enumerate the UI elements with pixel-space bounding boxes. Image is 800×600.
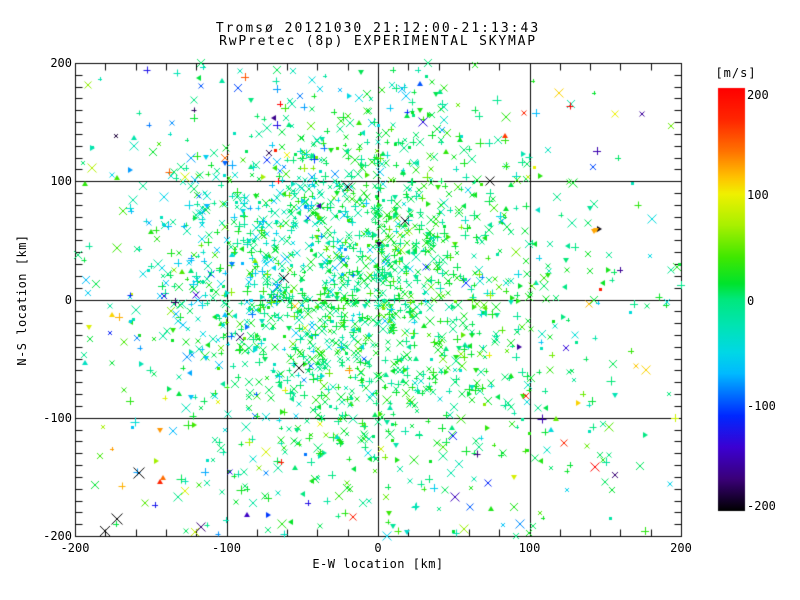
colorbar-tick-label: -200 <box>747 499 776 513</box>
colorbar-tick-label: 200 <box>747 88 769 102</box>
y-tick-label: 200 <box>50 56 72 70</box>
colorbar-unit-label: [m/s] <box>715 66 757 80</box>
x-tick-label: 100 <box>518 541 541 555</box>
x-tick-label: 0 <box>374 541 382 555</box>
y-tick-label: 100 <box>50 174 72 189</box>
colorbar-tick-label: 0 <box>747 293 755 308</box>
x-tick-label: -100 <box>212 541 241 555</box>
x-tick-label: 200 <box>670 541 692 555</box>
y-tick-label: 0 <box>64 292 72 307</box>
chart-title: Tromsø 20121030 21:12:00-21:13:43 <box>215 21 541 36</box>
y-tick-label: -100 <box>43 410 72 425</box>
chart-subtitle: RwPretec (8p) EXPERIMENTAL SKYMAP <box>219 34 537 49</box>
colorbar-tick-label: 100 <box>747 187 769 202</box>
y-tick-label: -200 <box>43 529 72 543</box>
x-axis-label: E-W location [km] <box>312 557 444 571</box>
x-tick-label: -200 <box>60 541 90 555</box>
colorbar-tick-label: -100 <box>747 399 776 414</box>
